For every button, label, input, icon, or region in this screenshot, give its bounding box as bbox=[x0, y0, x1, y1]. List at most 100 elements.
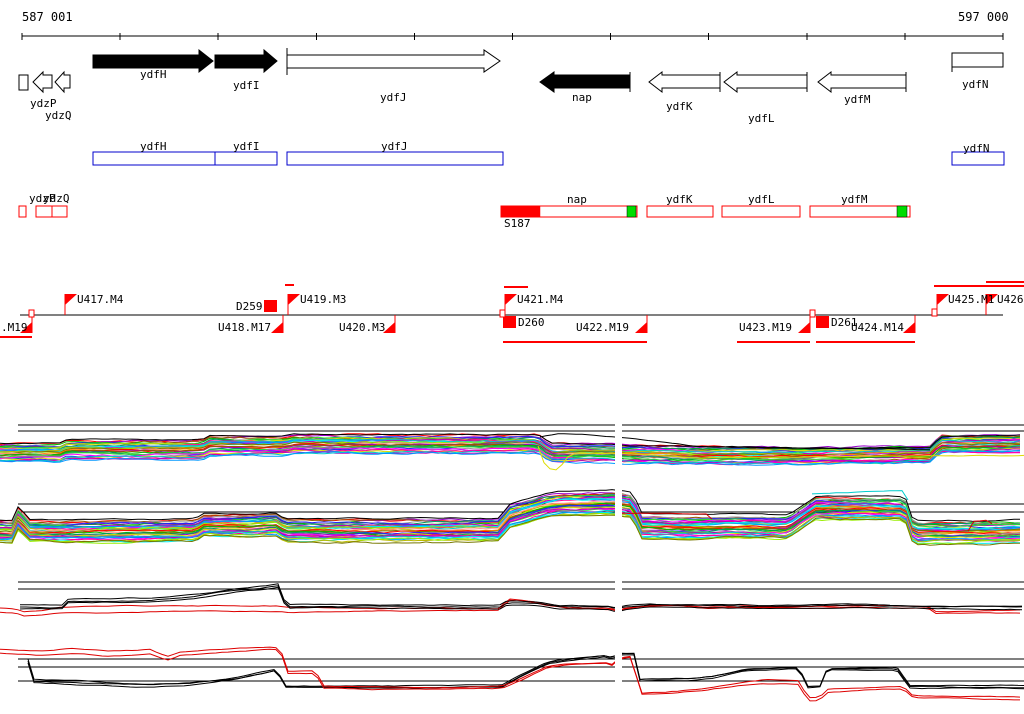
feature-fill bbox=[896, 205, 908, 218]
segment-flag-U426.[interactable] bbox=[985, 281, 1024, 315]
feature-box-unnamed[interactable] bbox=[18, 205, 27, 218]
gene-label-ydzQ: ydzQ bbox=[45, 109, 72, 122]
segment-gap bbox=[615, 574, 622, 626]
marker-label-D260: D260 bbox=[518, 316, 545, 329]
breakpoint-marker-D260[interactable] bbox=[503, 316, 516, 328]
cds-label-ydfN: ydfN bbox=[963, 142, 990, 155]
segment-gap bbox=[615, 483, 622, 562]
expression-panel-2[interactable] bbox=[0, 483, 1024, 562]
trace bbox=[0, 450, 1021, 466]
segment-flag-.M19[interactable] bbox=[0, 315, 33, 338]
gene-label-nap: nap bbox=[572, 91, 592, 104]
segment-flag-U424.M14[interactable] bbox=[816, 315, 916, 343]
segment-label-U426.: U426. bbox=[997, 293, 1024, 306]
trace bbox=[20, 583, 1023, 609]
gene-arrow-ydfJ[interactable] bbox=[286, 49, 501, 73]
cds-box-ydfI[interactable] bbox=[214, 151, 278, 166]
cds-box-ydfN[interactable] bbox=[951, 151, 1005, 166]
cds-track bbox=[92, 151, 1005, 166]
segment-label-U425.M1: U425.M1 bbox=[948, 293, 995, 306]
gene-arrow-ydfK[interactable] bbox=[648, 70, 721, 94]
cds-label-ydfJ: ydfJ bbox=[381, 140, 408, 153]
cds-label-ydfI: ydfI bbox=[233, 140, 260, 153]
breakpoint-marker-D261[interactable] bbox=[816, 316, 829, 328]
segment-label-U418.M17: U418.M17 bbox=[218, 321, 271, 334]
gene-arrow-ydfI[interactable] bbox=[214, 48, 278, 74]
segment-flag-U417.M4[interactable] bbox=[64, 294, 77, 315]
segment-gap bbox=[615, 418, 622, 470]
boundary-square bbox=[499, 309, 506, 318]
segment-label-.M19: .M19 bbox=[1, 321, 28, 334]
gene-arrow-ydfH[interactable] bbox=[92, 48, 214, 74]
gene-label-ydfN: ydfN bbox=[962, 78, 989, 91]
trace-outlier bbox=[622, 512, 713, 520]
segment-label-U417.M4: U417.M4 bbox=[77, 293, 124, 306]
segment-track bbox=[0, 281, 1024, 343]
segment-flag-U419.M3[interactable] bbox=[285, 284, 300, 315]
trace bbox=[0, 511, 1021, 541]
feature-box-ydfK[interactable] bbox=[646, 205, 714, 218]
boundary-square bbox=[809, 309, 816, 318]
segment-label-U420.M3: U420.M3 bbox=[339, 321, 386, 334]
feature-fill bbox=[626, 205, 637, 218]
ruler-start-label: 587 001 bbox=[22, 10, 73, 24]
segment-label-U422.M19: U422.M19 bbox=[576, 321, 629, 334]
cds-box-ydfJ[interactable] bbox=[286, 151, 504, 166]
segment-label-U423.M19: U423.M19 bbox=[739, 321, 792, 334]
trace bbox=[27, 652, 1024, 689]
trace bbox=[19, 586, 1023, 612]
ruler-end-label: 597 000 bbox=[958, 10, 1009, 24]
breakpoint-marker-D259[interactable] bbox=[264, 300, 277, 312]
segment-label-U421.M4: U421.M4 bbox=[517, 293, 564, 306]
ratio-panel-1[interactable] bbox=[0, 574, 1024, 626]
trace-outlier bbox=[967, 519, 993, 532]
segment-gap bbox=[615, 643, 622, 708]
trace bbox=[0, 514, 1020, 546]
gene-arrow-ydzP[interactable] bbox=[32, 70, 53, 94]
feature-box-ydzQ[interactable] bbox=[51, 205, 68, 218]
feature-box-ydfM[interactable] bbox=[809, 205, 911, 218]
feature-sublabel-S187: S187 bbox=[504, 217, 531, 230]
trace bbox=[0, 599, 1021, 617]
gene-label-ydfL: ydfL bbox=[748, 112, 775, 125]
ruler bbox=[21, 33, 1004, 40]
segment-flag-U422.M19[interactable] bbox=[503, 315, 648, 343]
feature-label-ydzP: ydzP bbox=[29, 192, 56, 205]
gene-label-ydfJ: ydfJ bbox=[380, 91, 407, 104]
feature-label-ydfM: ydfM bbox=[841, 193, 868, 206]
segment-flag-U420.M3[interactable] bbox=[383, 315, 396, 333]
feature-fill bbox=[500, 205, 541, 218]
segment-label-U424.M14: U424.M14 bbox=[851, 321, 904, 334]
marker-label-D259: D259 bbox=[236, 300, 263, 313]
trace bbox=[0, 437, 1021, 452]
trace bbox=[0, 493, 1021, 526]
feature-track bbox=[18, 205, 911, 218]
trace-envelope bbox=[0, 489, 1021, 522]
gene-arrow-nap[interactable] bbox=[539, 71, 631, 93]
gene-arrow-ydzQ[interactable] bbox=[54, 70, 71, 94]
trace bbox=[0, 646, 1021, 699]
gene-track bbox=[18, 48, 1004, 94]
gene-rect-gene-rect-unnamed[interactable] bbox=[18, 74, 29, 91]
feature-box-ydfL[interactable] bbox=[721, 205, 801, 218]
gene-arrow-ydfL[interactable] bbox=[723, 70, 808, 94]
gene-label-ydfK: ydfK bbox=[666, 100, 693, 113]
trace-outlier bbox=[811, 490, 909, 501]
gene-label-ydfM: ydfM bbox=[844, 93, 871, 106]
trace bbox=[0, 444, 1021, 461]
segment-flag-U418.M17[interactable] bbox=[271, 315, 284, 333]
segment-flag-U423.M19[interactable] bbox=[737, 315, 811, 343]
feature-label-ydzQ: ydzQ bbox=[43, 192, 70, 205]
cds-label-ydfH: ydfH bbox=[140, 140, 167, 153]
gene-arrow-ydfM[interactable] bbox=[817, 70, 907, 94]
trace bbox=[0, 648, 1020, 702]
trace-outlier bbox=[539, 433, 931, 451]
ratio-panel-2[interactable] bbox=[0, 643, 1024, 708]
gene-label-ydfI: ydfI bbox=[233, 79, 260, 92]
boundary-square bbox=[28, 309, 35, 318]
boundary-square bbox=[931, 308, 938, 317]
expression-panel-1[interactable] bbox=[0, 418, 1024, 471]
